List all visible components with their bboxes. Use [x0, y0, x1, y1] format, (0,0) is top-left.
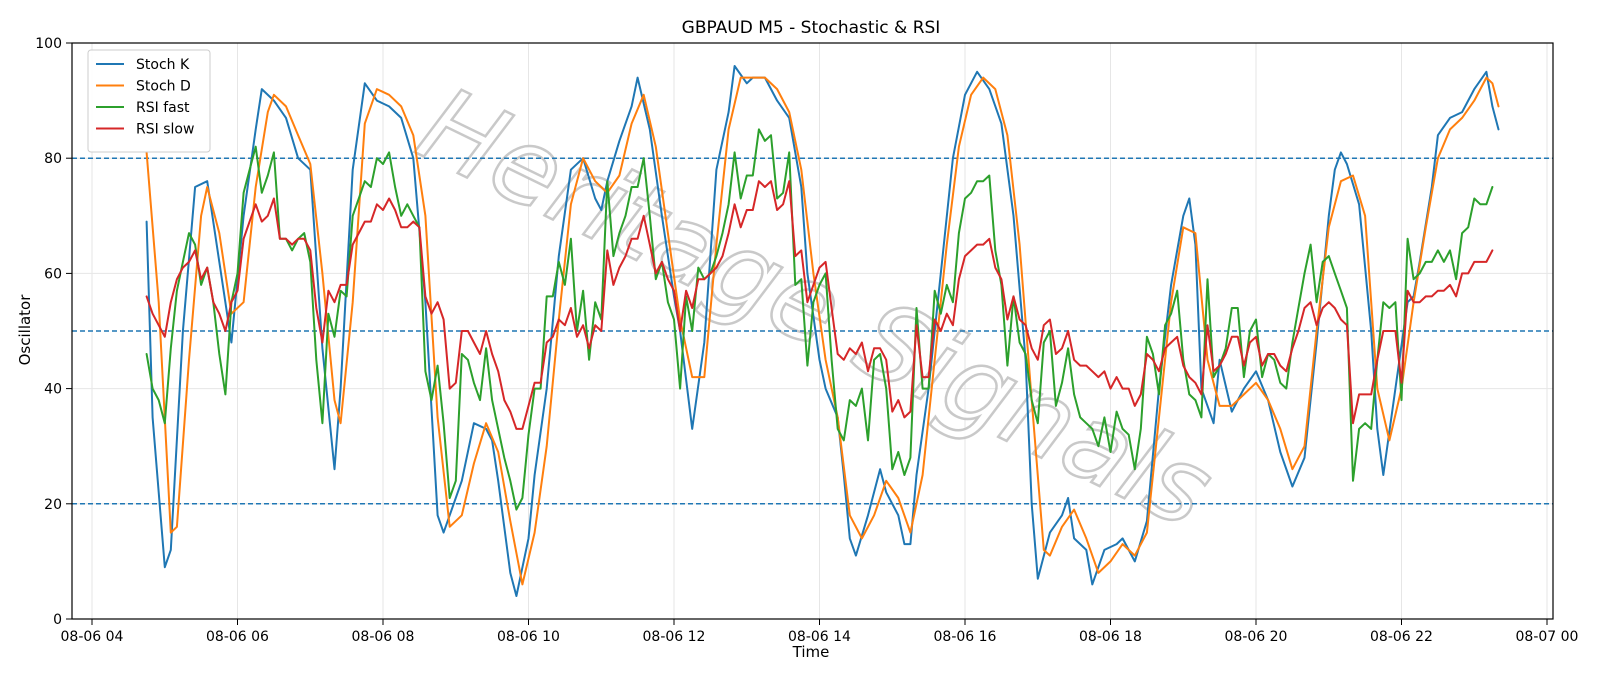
x-tick-label-0: 08-06 04: [61, 629, 124, 645]
series-line-stoch-d: [145, 76, 1500, 586]
reference-lines: [72, 157, 1553, 505]
y-tick-label-4: 80: [44, 151, 62, 167]
x-tick-label-3: 08-06 10: [497, 629, 560, 645]
y-tick-label-1: 20: [44, 497, 62, 513]
x-tick-label-5: 08-06 14: [788, 629, 851, 645]
x-tick-label-7: 08-06 18: [1079, 629, 1142, 645]
x-tick-label-10: 08-07 00: [1516, 629, 1579, 645]
plot-frame: [71, 42, 1554, 620]
legend-label-rsi-fast: RSI fast: [136, 100, 190, 116]
x-tick-label-8: 08-06 20: [1225, 629, 1288, 645]
y-tick-label-5: 100: [35, 36, 62, 52]
x-tick-label-6: 08-06 16: [934, 629, 997, 645]
y-tick-label-0: 0: [53, 612, 62, 628]
x-tick-label-1: 08-06 06: [206, 629, 269, 645]
legend-label-stoch-d: Stoch D: [136, 79, 191, 95]
x-axis-label: Time: [792, 643, 830, 661]
series-line-rsi-slow: [145, 180, 1494, 430]
y-axis-label: Oscillator: [16, 294, 34, 366]
x-tick-label-2: 08-06 08: [352, 629, 415, 645]
series-line-stoch-k: [145, 65, 1500, 597]
y-tick-label-3: 60: [44, 266, 62, 282]
axes-layer: 08-06 04 08-06 06 08-06 08 08-06 10 08-06 12…: [35, 36, 1578, 645]
y-tick-label-2: 40: [44, 382, 62, 398]
legend-box: [87, 49, 211, 153]
x-tick-label-4: 08-06 12: [643, 629, 706, 645]
x-tick-label-9: 08-06 22: [1370, 629, 1433, 645]
legend: Stoch K Stoch D RSI fast RSI slow: [87, 49, 211, 153]
series-layer: [145, 65, 1500, 597]
legend-label-rsi-slow: RSI slow: [136, 122, 194, 138]
chart-title: GBPAUD M5 - Stochastic & RSI: [682, 18, 941, 38]
legend-label-stoch-k: Stoch K: [136, 57, 190, 73]
